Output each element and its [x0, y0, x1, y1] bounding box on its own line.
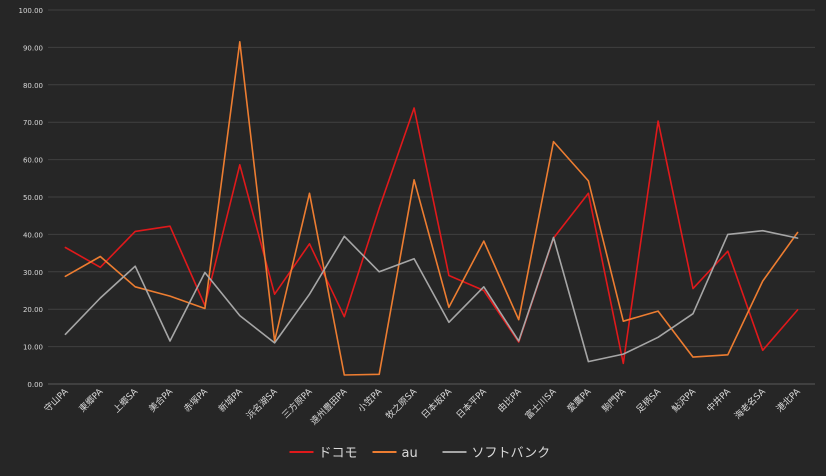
- legend-label: ソフトバンク: [472, 446, 551, 461]
- y-tick-label: 0.00: [27, 381, 43, 389]
- x-tick-label: 遠州豊田PA: [308, 385, 350, 427]
- x-tick-label: 浜名湖SA: [244, 385, 281, 422]
- x-tick-label: 由比PA: [495, 385, 525, 415]
- y-tick-label: 70.00: [23, 119, 43, 127]
- y-tick-label: 80.00: [23, 82, 43, 90]
- x-tick-label: 小笠PA: [355, 385, 385, 415]
- x-tick-label: 中井PA: [704, 385, 734, 415]
- x-tick-label: 海老名SA: [732, 385, 769, 422]
- y-tick-label: 100.00: [19, 7, 44, 15]
- y-tick-label: 10.00: [23, 344, 43, 352]
- y-tick-label: 50.00: [23, 194, 43, 202]
- x-tick-label: 富士川SA: [523, 385, 560, 422]
- x-tick-label: 赤塚PA: [182, 386, 211, 415]
- legend-label: au: [402, 446, 418, 461]
- series-lines: [64, 40, 799, 376]
- series-line: [64, 229, 799, 363]
- x-tick-label: 日本平PA: [454, 385, 490, 421]
- gridlines: [48, 9, 815, 385]
- x-tick-label: 新城PA: [216, 385, 246, 415]
- x-tick-label: 美合PA: [146, 385, 176, 415]
- x-tick-label: 守山PA: [42, 385, 72, 415]
- x-tick-label: 日本坂PA: [419, 385, 455, 421]
- x-tick-label: 愛鷹PA: [565, 385, 595, 415]
- x-tick-label: 牧之原SA: [383, 385, 420, 422]
- x-tick-label: 鮎沢PA: [669, 385, 699, 415]
- x-tick-label: 三方原PA: [279, 385, 315, 421]
- y-tick-label: 60.00: [23, 157, 43, 165]
- x-tick-label: 駒門PA: [599, 385, 629, 415]
- series-line: [64, 107, 799, 365]
- y-axis-tick-labels: 0.00 10.00 20.00 30.00 40.00 50.00 60.00 70.00 8…: [19, 7, 44, 389]
- legend: ドコモ au ソフトバンク: [289, 446, 551, 461]
- y-tick-label: 40.00: [23, 231, 43, 239]
- y-tick-label: 30.00: [23, 269, 43, 277]
- legend-label: ドコモ: [319, 446, 358, 461]
- y-tick-label: 90.00: [23, 44, 43, 52]
- x-tick-label: 東郷PA: [76, 385, 106, 415]
- y-tick-label: 20.00: [23, 306, 43, 314]
- x-tick-label: 港北PA: [774, 385, 804, 415]
- x-tick-label: 足柄SA: [634, 385, 664, 415]
- x-axis-tick-labels: 守山PA 東郷PA 上郷SA 美合PA 赤塚PA 新城PA 浜名湖SA 三方原PA遠州豊田PA…: [42, 385, 804, 427]
- series-line: [64, 40, 799, 376]
- x-tick-label: 上郷SA: [111, 386, 141, 416]
